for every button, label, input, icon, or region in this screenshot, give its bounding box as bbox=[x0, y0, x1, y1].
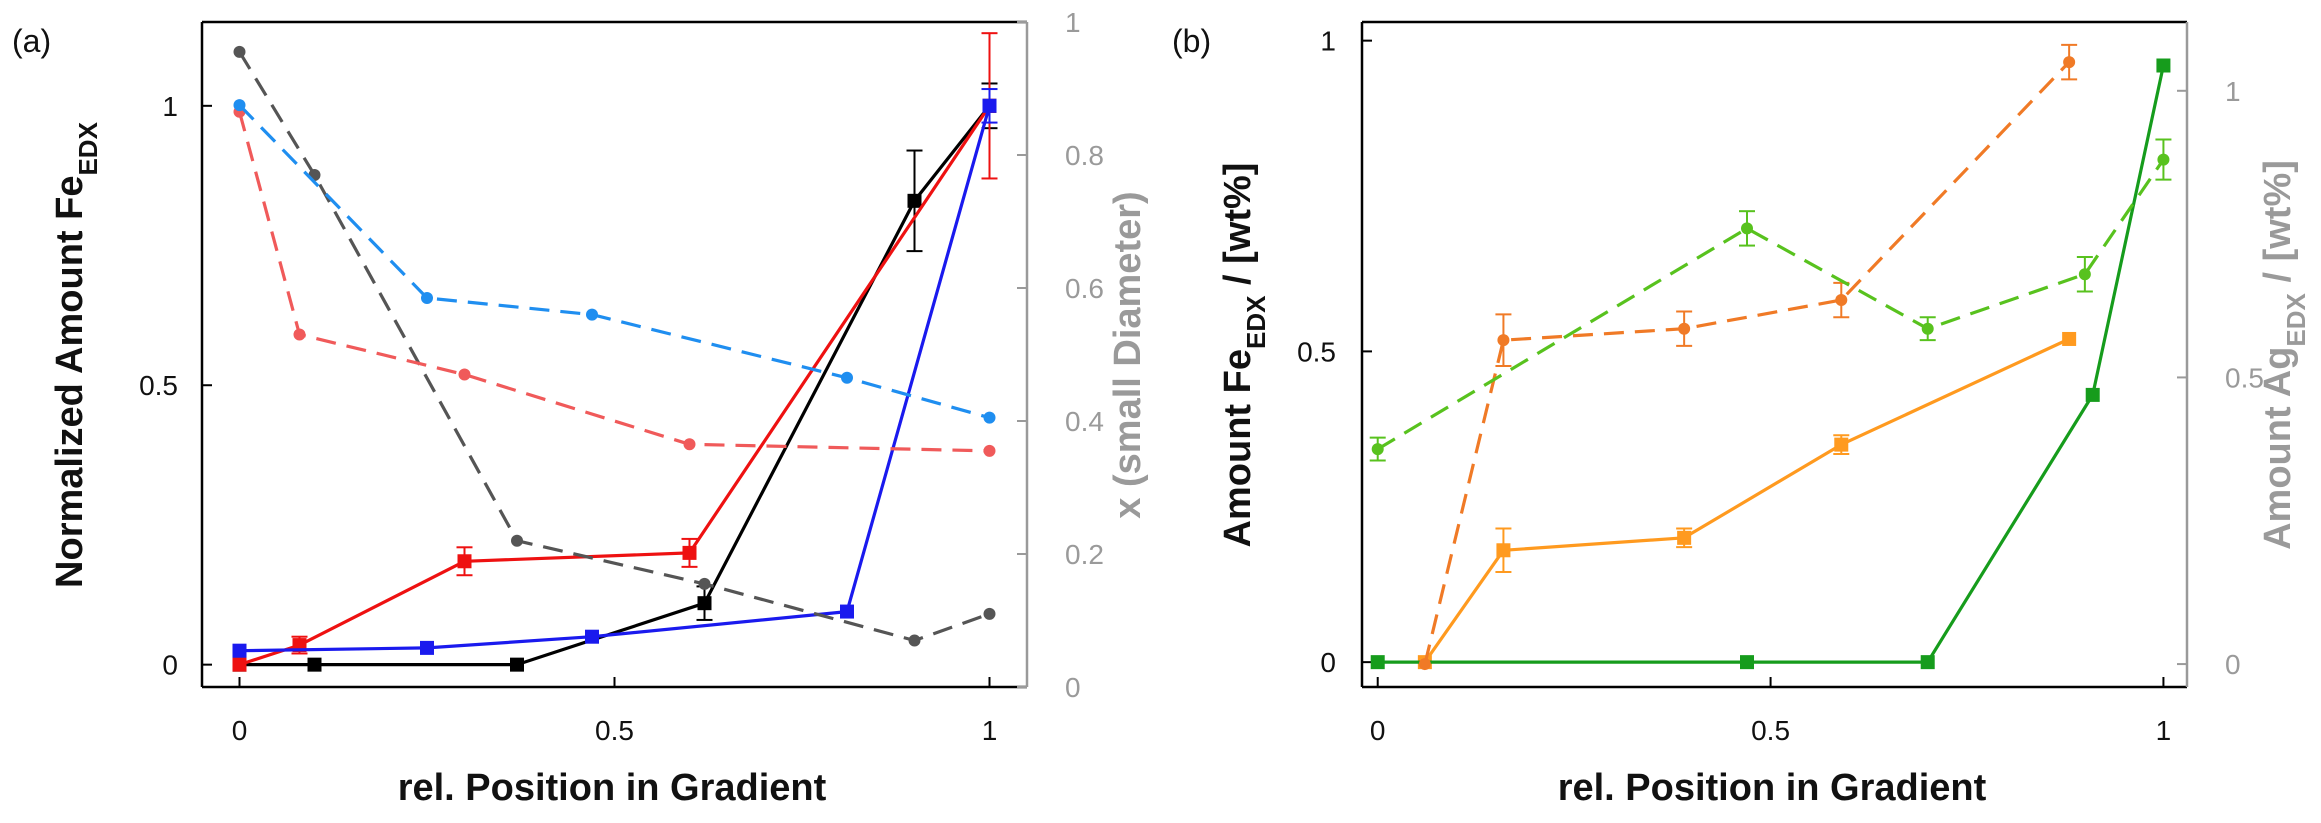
right-y-tick-label: 0.4 bbox=[1065, 406, 1104, 437]
left-y-tick-label: 1 bbox=[162, 91, 178, 122]
right-y-tick-label: 0 bbox=[2225, 649, 2241, 680]
data-point bbox=[232, 643, 247, 658]
right-y-tick-label: 1 bbox=[2225, 76, 2241, 107]
right-y-axis-title: x (small Diameter) bbox=[1107, 191, 1149, 518]
data-point bbox=[293, 328, 306, 341]
data-point bbox=[982, 98, 997, 113]
right-y-tick-label: 0.5 bbox=[2225, 362, 2264, 393]
data-point bbox=[908, 634, 921, 647]
data-point bbox=[1371, 443, 1384, 456]
data-point bbox=[458, 368, 471, 381]
data-point bbox=[697, 596, 712, 611]
right-y-tick-label: 0.6 bbox=[1065, 273, 1104, 304]
data-point bbox=[2085, 387, 2100, 402]
data-point bbox=[2156, 58, 2171, 73]
x-tick-label: 0.5 bbox=[595, 715, 634, 746]
data-point bbox=[907, 193, 922, 208]
left-y-tick-label: 0 bbox=[1320, 647, 1336, 678]
left-y-tick-label: 0.5 bbox=[139, 370, 178, 401]
left-y-axis-title: Normalized Amount FeEDX bbox=[49, 121, 103, 588]
panel-b: (b) 0 0.5 1 0 0.5 1 0 0.5 1 rel. Position in Gradi… bbox=[1172, 20, 2311, 809]
data-point bbox=[233, 99, 246, 112]
series-fe-blue bbox=[232, 88, 998, 658]
data-point bbox=[1834, 437, 1849, 452]
series-ag-light-green bbox=[1369, 138, 2172, 462]
data-point bbox=[698, 577, 711, 590]
data-point bbox=[421, 291, 433, 304]
right-y-axis-title: Amount AgEDX / [wt%] bbox=[2257, 160, 2311, 550]
data-point bbox=[1418, 658, 1431, 671]
data-point bbox=[841, 371, 853, 384]
right-y-tick-label: 1 bbox=[1065, 7, 1081, 38]
series-fe-green bbox=[1370, 58, 2171, 670]
x-axis-title: rel. Position in Gradient bbox=[1558, 767, 1987, 809]
left-y-tick-label: 0 bbox=[162, 650, 178, 681]
x-tick-label: 1 bbox=[982, 715, 998, 746]
data-point bbox=[2062, 331, 2077, 346]
left-y-axis-title: Amount FeEDX / [wt%] bbox=[1217, 163, 1271, 548]
data-point bbox=[1370, 655, 1385, 670]
data-point bbox=[840, 604, 854, 619]
data-point bbox=[1677, 530, 1692, 545]
data-point bbox=[586, 308, 598, 321]
panel-a: (a) 0 0.5 1 0 0.5 1 0 0.2 0.4 0.6 0.8 1 rel. Position… bbox=[12, 7, 1149, 809]
series-line bbox=[238, 51, 991, 643]
data-point bbox=[307, 657, 322, 672]
data-point bbox=[983, 411, 996, 424]
data-point bbox=[233, 45, 246, 58]
x-tick-label: 0 bbox=[1370, 715, 1386, 746]
data-point bbox=[683, 438, 696, 451]
data-point bbox=[1496, 543, 1511, 558]
data-point bbox=[1920, 655, 1935, 670]
data-point bbox=[2157, 153, 2170, 166]
data-point bbox=[1740, 655, 1754, 670]
data-point bbox=[232, 657, 247, 672]
panel-label: (a) bbox=[12, 23, 51, 59]
left-y-tick-label: 0.5 bbox=[1297, 336, 1336, 367]
data-point bbox=[2078, 268, 2091, 281]
series-x-light-blue bbox=[233, 99, 996, 424]
panel-label: (b) bbox=[1172, 23, 1211, 59]
right-y-tick-label: 0.8 bbox=[1065, 140, 1104, 171]
data-point bbox=[510, 657, 524, 672]
x-tick-label: 1 bbox=[2156, 715, 2172, 746]
data-point bbox=[682, 545, 697, 560]
data-point bbox=[983, 607, 996, 620]
data-point bbox=[1921, 322, 1934, 335]
data-point bbox=[2063, 56, 2076, 69]
data-point bbox=[585, 629, 599, 644]
data-point bbox=[983, 444, 996, 457]
right-y-tick-label: 0 bbox=[1065, 672, 1081, 703]
data-point bbox=[511, 534, 523, 547]
left-y-tick-label: 1 bbox=[1320, 26, 1336, 57]
data-point bbox=[457, 554, 472, 569]
data-point bbox=[420, 640, 434, 655]
series-ag-orange bbox=[1418, 43, 2078, 671]
x-axis-title: rel. Position in Gradient bbox=[398, 767, 827, 809]
data-point bbox=[1678, 322, 1691, 335]
data-point bbox=[1497, 334, 1510, 347]
data-point bbox=[1835, 294, 1848, 307]
x-tick-label: 0 bbox=[232, 715, 248, 746]
x-tick-label: 0.5 bbox=[1751, 715, 1790, 746]
data-point bbox=[1741, 222, 1753, 235]
right-y-tick-label: 0.2 bbox=[1065, 539, 1104, 570]
